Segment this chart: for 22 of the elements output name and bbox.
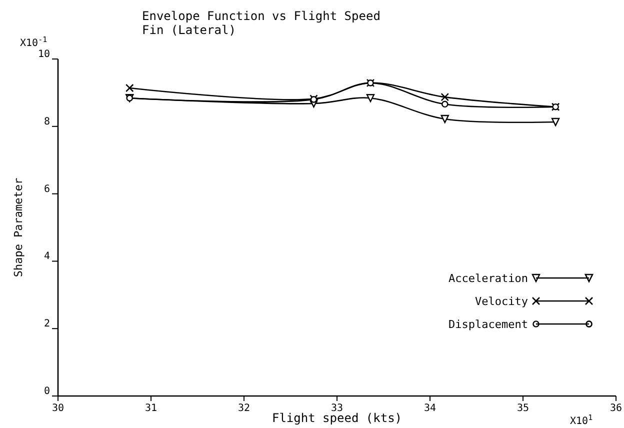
text: X10$^{1}$	[570, 412, 593, 427]
x-tick-label: 33	[330, 403, 344, 414]
y-tick-label: 0	[44, 386, 50, 397]
legend-label: Displacement	[448, 318, 528, 331]
y-tick-label: 2	[44, 318, 50, 330]
x-tick-label: 32	[238, 403, 250, 414]
y-tick-label: 4	[44, 251, 50, 262]
y-axis-title: Shape Parameter	[12, 177, 25, 278]
x-tick-label: 34	[424, 403, 436, 414]
y-tick-label: 8	[44, 116, 50, 128]
x-tick-label: 30	[52, 403, 64, 414]
chart-title: Envelope Function vs Flight Speed	[142, 9, 380, 23]
legend-label: Acceleration	[448, 272, 528, 285]
y-tick-label: 6	[44, 184, 50, 195]
x-axis-title: Flight speed (kts)	[272, 411, 402, 425]
x-tick-label: 36	[610, 403, 622, 414]
text: X10$^{-1}$	[20, 34, 48, 49]
x-tick-label: 31	[144, 403, 158, 414]
y-tick-label: 10	[38, 49, 50, 60]
x-tick-label: 35	[516, 403, 530, 414]
legend-label: Velocity	[475, 295, 528, 308]
chart-subtitle: Fin (Lateral)	[142, 23, 236, 37]
